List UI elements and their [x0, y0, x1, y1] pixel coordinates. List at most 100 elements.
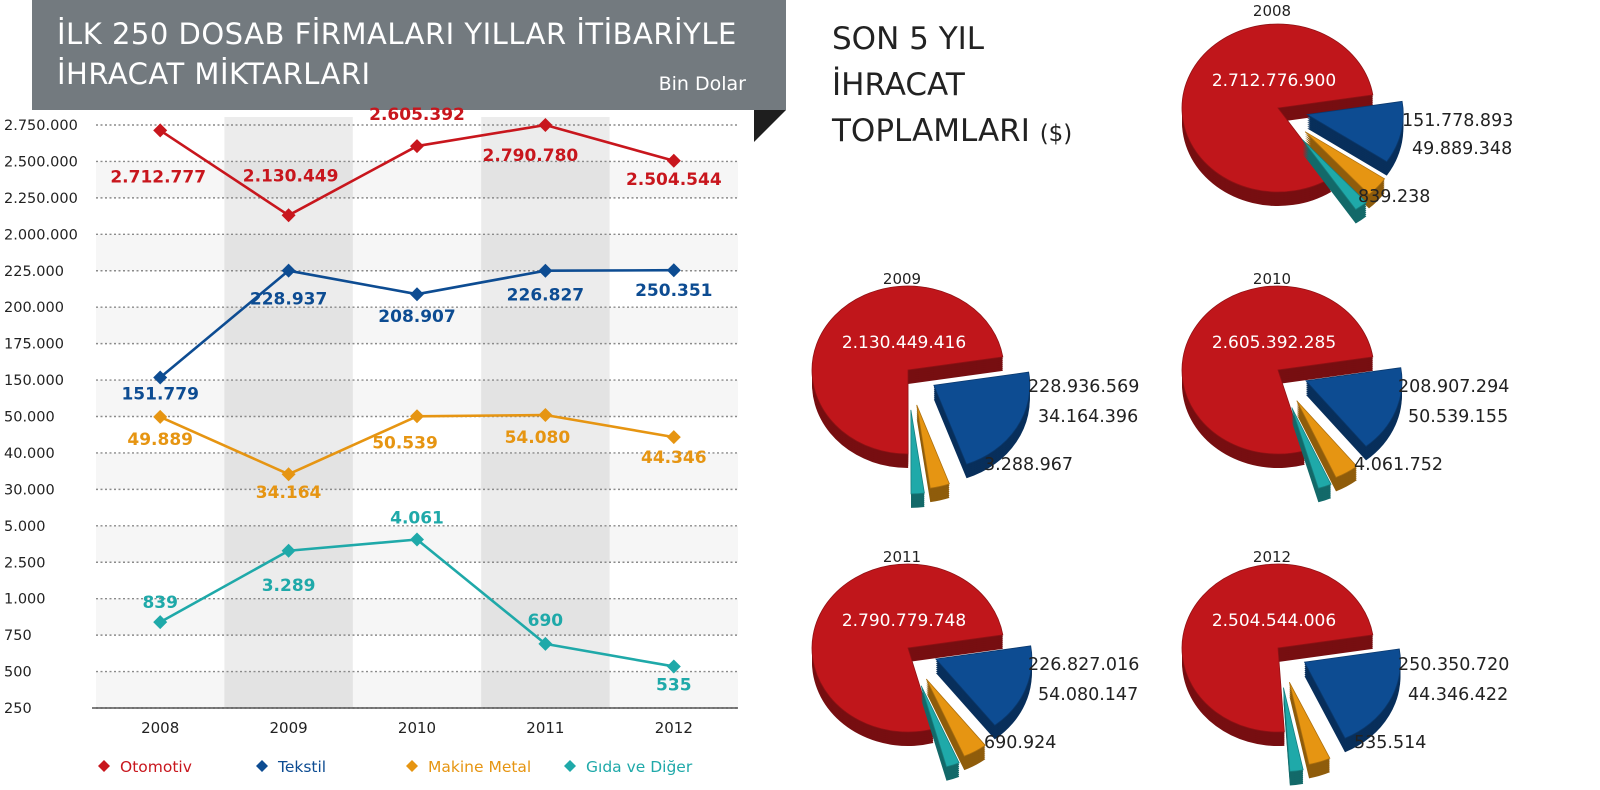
legend-marker [98, 760, 110, 772]
data-label-otomotiv: 2.712.777 [110, 167, 206, 187]
pie-slice-top [1296, 400, 1358, 478]
legend-marker [564, 760, 576, 772]
pie-slice-top [910, 409, 925, 495]
y-tick-label: 2.500 [4, 555, 46, 571]
pie-slice-top [1181, 285, 1374, 455]
data-label-otomotiv: 2.790.780 [483, 146, 579, 166]
legend-label: Makine Metal [428, 758, 531, 776]
pie-slice [811, 285, 1004, 468]
data-point-tekstil [538, 263, 553, 278]
data-label-tekstil: 226.827 [507, 286, 584, 306]
pie-slice-label: 2.130.449.416 [842, 333, 966, 353]
pie-slice [1296, 400, 1358, 492]
y-tick-label: 2.500.000 [4, 154, 78, 170]
legend-label: Gıda ve Diğer [586, 758, 693, 776]
data-label-gida-ve-diger: 839 [142, 593, 178, 613]
x-tick-label: 2009 [270, 719, 308, 737]
pie-slice [916, 404, 950, 503]
row-band [96, 234, 738, 270]
data-point-tekstil [666, 263, 681, 278]
line-chart: 2.750.000 2.500.000 2.250.000 2.000.000 225.… [4, 105, 738, 776]
y-tick-label: 150.000 [4, 373, 64, 389]
data-label-otomotiv: 2.130.449 [243, 166, 339, 186]
data-point-tekstil [281, 263, 296, 278]
pie-slice [1288, 681, 1331, 779]
data-point-makine-metal [410, 409, 424, 424]
legend-item-tekstil: Tekstil [256, 758, 326, 776]
pie-slice-label: 226.827.016 [1028, 655, 1139, 675]
pie-slice [1302, 139, 1367, 224]
pie-slice-label: 3.288.967 [984, 455, 1073, 475]
data-label-tekstil: 228.937 [250, 290, 327, 310]
pie-slice [933, 371, 1031, 479]
pie-title: 2008 [1253, 2, 1291, 20]
pie-chart-2009: 2009 2.130.449.416 228.936.569 34.164.396 3.… [811, 270, 1139, 508]
data-point-otomotiv [153, 123, 168, 138]
pie-slice-top [933, 371, 1031, 465]
data-point-otomotiv [666, 153, 681, 168]
y-tick-label: 500 [4, 665, 32, 681]
row-band [96, 672, 738, 708]
legend-marker [406, 760, 418, 772]
data-label-gida-ve-diger: 535 [656, 675, 692, 695]
pie-section-title: SON 5 YIL İHRACAT TOPLAMLARI ($) [832, 16, 1152, 157]
data-point-makine-metal [281, 467, 296, 482]
pie-slice-top [811, 285, 1004, 455]
pie-slice-top [916, 404, 950, 489]
y-tick-label: 5.000 [4, 519, 46, 535]
pie-slice-top [920, 685, 960, 768]
pie-slice-label: 2.790.779.748 [842, 611, 966, 631]
pie-slice [920, 685, 960, 781]
y-tick-label: 750 [4, 628, 32, 644]
pie-slice-label: 208.907.294 [1398, 377, 1509, 397]
pie-section-unit: ($) [1039, 121, 1073, 147]
x-tick-label: 2008 [141, 719, 179, 737]
data-point-gida-ve-diger [153, 615, 168, 630]
pie-slice [935, 645, 1033, 740]
pie-slice [1305, 367, 1403, 461]
data-label-makine-metal: 50.539 [372, 433, 438, 453]
data-label-tekstil: 151.779 [121, 384, 198, 404]
pie-section-title-line2: İHRACAT [832, 67, 965, 103]
data-point-gida-ve-diger [410, 532, 424, 547]
pie-slice-label: 151.778.893 [1402, 111, 1513, 131]
pie-chart-2010: 2010 2.605.392.285 208.907.294 50.539.155 4.… [1181, 270, 1509, 503]
pie-slice [811, 563, 1004, 746]
pie-slice [1181, 285, 1374, 468]
pie-slice [1291, 407, 1332, 503]
pie-slice [1304, 131, 1386, 209]
data-label-makine-metal: 49.889 [127, 430, 193, 450]
chart-title-line1: İLK 250 DOSAB FİRMALARI YILLAR İTİBARİYL… [57, 17, 737, 51]
data-point-tekstil [410, 287, 424, 302]
pie-title: 2012 [1253, 548, 1291, 566]
y-tick-label: 2.000.000 [4, 227, 78, 243]
pie-slice-top [1288, 681, 1331, 765]
pie-slice [1306, 100, 1404, 176]
pie-slice-top [1181, 23, 1374, 193]
y-tick-label: 225.000 [4, 264, 64, 280]
pie-slice-top [811, 563, 1004, 733]
pie-slice-label: 839.238 [1358, 187, 1430, 207]
y-tick-label: 250 [4, 701, 32, 717]
pie-slice-label: 50.539.155 [1408, 407, 1508, 427]
data-point-gida-ve-diger [538, 636, 553, 651]
data-point-otomotiv [410, 139, 424, 154]
pie-chart-2008: 2008 2.712.776.900 151.778.893 49.889.348 83… [1181, 2, 1513, 224]
pie-slice-label: 250.350.720 [1398, 655, 1509, 675]
data-point-otomotiv [281, 208, 296, 223]
pie-slice-label: 4.061.752 [1354, 455, 1443, 475]
data-label-gida-ve-diger: 3.289 [262, 576, 316, 596]
pie-slice-label: 34.164.396 [1038, 407, 1138, 427]
pie-chart-2011: 2011 2.790.779.748 226.827.016 54.080.147 69… [811, 548, 1139, 781]
data-point-makine-metal [666, 430, 681, 445]
data-label-tekstil: 250.351 [635, 281, 712, 301]
y-tick-label: 200.000 [4, 300, 64, 316]
pie-slice-top [1283, 687, 1304, 772]
pie-slice [1181, 23, 1374, 206]
pie-slice-label: 228.936.569 [1028, 377, 1139, 397]
chart-title: İLK 250 DOSAB FİRMALARI YILLAR İTİBARİYL… [57, 14, 747, 94]
data-point-gida-ve-diger [281, 543, 296, 558]
legend-item-gida-ve-diger: Gıda ve Diğer [564, 758, 693, 776]
legend-item-makine-metal: Makine Metal [406, 758, 531, 776]
pie-section-title-line3: TOPLAMLARI [832, 113, 1030, 149]
